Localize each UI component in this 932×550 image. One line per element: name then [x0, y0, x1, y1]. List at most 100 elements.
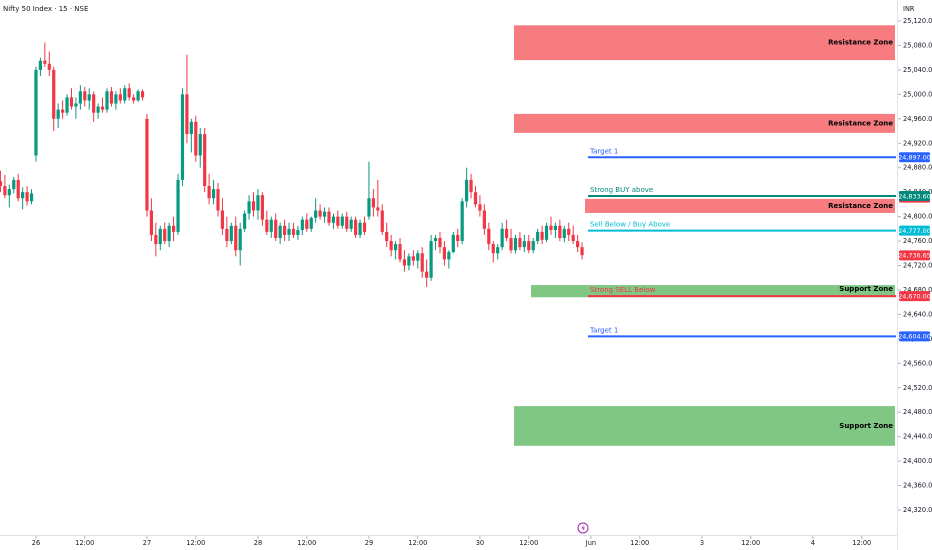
y-tick-label: 24,320.00 [903, 506, 932, 514]
x-tick-label: 12:00 [630, 539, 649, 547]
candle-body [558, 225, 562, 238]
candle-body [331, 216, 336, 223]
candle-body [238, 228, 242, 251]
candle-body [52, 69, 56, 119]
event-icon-bolt [581, 524, 585, 532]
candle-body [136, 91, 140, 101]
level-label: Target 1 [589, 147, 618, 155]
candle-body [354, 219, 358, 235]
candle-body [411, 256, 415, 261]
candle-body [0, 181, 3, 187]
candle-body [336, 216, 340, 226]
candle-body [207, 186, 211, 199]
candle-body [438, 237, 442, 248]
candle-body [371, 198, 375, 208]
price-tag-label: 24,833.60 [898, 192, 931, 200]
price-tag [899, 331, 930, 342]
candle-body [189, 121, 193, 135]
x-tick-label: 4 [811, 539, 815, 547]
price-tag-label: 24,777.00 [898, 227, 931, 235]
candle-body [469, 179, 473, 193]
candle-body [3, 186, 7, 196]
candle-body [553, 225, 558, 231]
zone [531, 285, 895, 298]
candle-body [118, 94, 122, 101]
candle-body [425, 271, 429, 278]
level-label: Sell Below / Buy Above [590, 221, 670, 229]
candle-body [132, 97, 136, 101]
x-tick-label: 12:00 [852, 539, 871, 547]
y-tick-label: 24,880.00 [903, 164, 932, 172]
candle-body [265, 219, 269, 232]
candle-body [274, 219, 278, 238]
x-tick-label: 3 [700, 539, 704, 547]
candle-body [478, 204, 482, 211]
candle-body [540, 231, 544, 240]
candle-body [433, 237, 438, 242]
candle-body [69, 97, 74, 107]
candle-body [549, 225, 553, 231]
x-tick-label: 29 [365, 539, 373, 547]
candle-body [38, 60, 43, 70]
candle-body [247, 201, 251, 214]
currency-label: INR [903, 5, 915, 13]
candle-body [487, 228, 491, 245]
candle-body [149, 210, 153, 235]
zone [514, 113, 895, 133]
x-tick-label: 12:00 [519, 539, 538, 547]
y-tick-label: 24,480.00 [903, 408, 932, 416]
candle-body [527, 241, 531, 251]
price-tag [899, 291, 930, 302]
y-tick-label: 25,040.00 [903, 66, 932, 74]
candle-body [154, 234, 158, 245]
candle-body [163, 228, 167, 242]
zone [514, 25, 895, 61]
candle-body [309, 217, 313, 229]
x-tick-label: 12:00 [75, 539, 94, 547]
candle-body [29, 193, 34, 202]
candle-body [536, 231, 540, 242]
candle-body [78, 91, 82, 104]
candle-body [496, 247, 500, 254]
candle-body [322, 211, 327, 217]
candle-body [7, 189, 11, 196]
y-tick-label: 25,080.00 [903, 41, 932, 49]
y-tick-label: 24,520.00 [903, 384, 932, 392]
candle-body [300, 219, 304, 231]
candle-body [580, 247, 584, 256]
candle-body [198, 134, 202, 156]
candle-body [500, 228, 504, 248]
y-tick-label: 24,760.00 [903, 237, 932, 245]
level-label: Target 1 [589, 326, 618, 334]
candle-body [92, 94, 96, 113]
candle-body [287, 228, 291, 235]
candle-body [385, 231, 389, 242]
candle-body [216, 189, 220, 211]
price-tag-label: 24,897.00 [898, 154, 931, 162]
candle-body [456, 234, 460, 242]
candle-body [260, 195, 264, 220]
candle-body [278, 225, 282, 238]
candle-body [256, 195, 260, 211]
candle-body [380, 210, 384, 232]
zone-label: Support Zone [839, 422, 893, 430]
y-tick-label: 24,440.00 [903, 433, 932, 441]
level-label: Strong SELL Below [590, 286, 656, 294]
y-tick-label: 24,720.00 [903, 262, 932, 270]
candle-body [451, 234, 455, 253]
candle-body [420, 253, 424, 272]
y-tick-label: 24,800.00 [903, 213, 932, 221]
candle-body [21, 192, 25, 199]
candle-body [358, 222, 362, 235]
candle-body [229, 225, 233, 242]
price-tag [899, 250, 930, 261]
candle-body [460, 201, 464, 242]
candle-body [167, 225, 171, 242]
x-tick-label: 30 [476, 539, 484, 547]
candle-body [562, 228, 566, 238]
candle-body [43, 60, 47, 64]
candle-body [340, 216, 344, 226]
x-tick-label: 28 [254, 539, 262, 547]
zone-label: Resistance Zone [828, 39, 893, 47]
